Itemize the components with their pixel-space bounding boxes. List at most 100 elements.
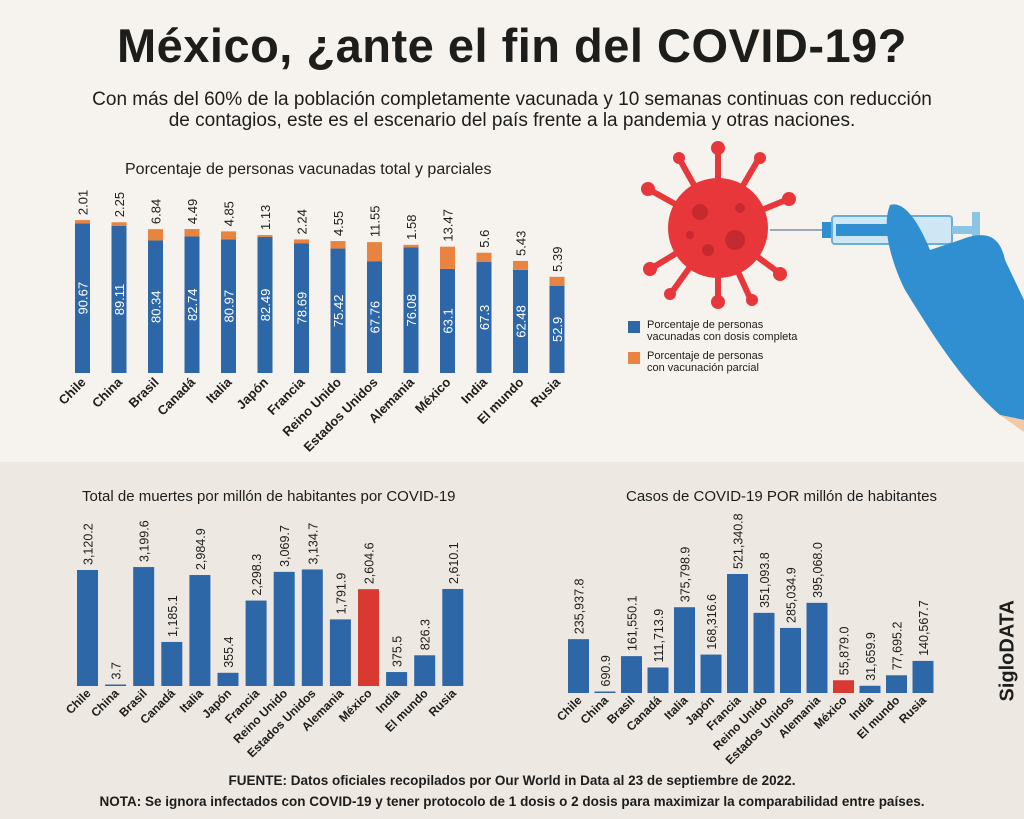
value-label: 2.25 xyxy=(112,192,127,217)
value-label: 3,134.7 xyxy=(306,523,320,565)
virus-icon xyxy=(641,141,796,309)
category-label: México xyxy=(412,374,454,416)
bar-partial xyxy=(367,242,382,262)
value-label: 140,567.7 xyxy=(917,600,931,656)
value-label: 2.24 xyxy=(295,209,310,234)
bar xyxy=(780,627,801,693)
chart-title-deaths: Total de muertes por millón de habitante… xyxy=(82,488,456,505)
bottom-panel xyxy=(0,462,1024,819)
value-label: 63.1 xyxy=(441,308,456,333)
value-label: 161,550.1 xyxy=(626,595,640,651)
bar xyxy=(753,612,775,693)
value-label: 82.49 xyxy=(258,289,273,322)
value-label: 78.69 xyxy=(295,292,310,325)
value-label: 375.5 xyxy=(391,636,405,667)
bar xyxy=(161,641,183,686)
page-subtitle: Con más del 60% de la población completa… xyxy=(92,89,932,131)
footer-note: NOTA: Se ignora infectados con COVID-19 … xyxy=(99,794,925,809)
bar-complete xyxy=(367,261,382,373)
chart-cases: 235,937.8Chile690.9China161,550.1Brasil1… xyxy=(554,513,934,767)
bar-complete xyxy=(184,236,200,373)
bar-complete xyxy=(148,240,163,373)
legend-label: Porcentaje de personas xyxy=(647,319,764,331)
value-label: 52.9 xyxy=(550,317,565,342)
bar-complete xyxy=(221,239,236,373)
bar xyxy=(806,602,828,693)
gloved-hand-icon xyxy=(886,204,1024,432)
chart-title-cases: Casos de COVID-19 POR millón de habitant… xyxy=(626,488,937,505)
bar xyxy=(568,639,589,693)
bar xyxy=(886,675,907,693)
bar xyxy=(189,575,211,686)
bar-complete xyxy=(476,261,492,373)
bar-partial xyxy=(476,252,492,262)
bar-partial xyxy=(184,229,200,237)
value-label: 13.47 xyxy=(441,209,456,242)
bar xyxy=(217,672,239,686)
bar xyxy=(273,571,295,686)
value-label: 62.48 xyxy=(514,305,529,338)
bar-complete xyxy=(513,269,528,373)
chart-deaths: 3,120.2Chile3.7China3,199.6Brasil1,185.1… xyxy=(63,520,464,760)
bar xyxy=(358,589,379,686)
value-label: 6.84 xyxy=(149,199,164,224)
bar xyxy=(386,672,408,686)
bar xyxy=(621,656,642,693)
legend-item-partial: Porcentaje de personas con vacunación par… xyxy=(628,350,763,374)
value-label: 1.13 xyxy=(258,205,273,230)
bar-partial xyxy=(294,239,309,244)
bar xyxy=(329,619,351,686)
bar-complete xyxy=(403,247,419,373)
bar-partial xyxy=(330,241,346,249)
value-label: 2,984.9 xyxy=(194,528,208,570)
value-label: 3,120.2 xyxy=(82,523,96,565)
value-label: 395,068.0 xyxy=(811,542,825,598)
value-label: 521,340.8 xyxy=(732,513,746,569)
legend-item-complete: Porcentaje de personas vacunadas con dosi… xyxy=(628,319,797,343)
bar xyxy=(833,680,854,693)
value-label: 67.3 xyxy=(477,305,492,330)
bar-partial xyxy=(513,260,528,270)
bar-complete xyxy=(294,243,309,373)
chart-title-vaccination: Porcentaje de personas vacunadas total y… xyxy=(125,161,492,178)
value-label: 5.6 xyxy=(477,230,492,248)
value-label: 89.11 xyxy=(112,284,127,316)
legend-label: Porcentaje de personas xyxy=(647,350,764,362)
bar-partial xyxy=(549,276,565,286)
value-label: 375,798.9 xyxy=(679,547,693,603)
value-label: 4.49 xyxy=(185,199,200,224)
bar xyxy=(594,691,616,693)
bar-partial xyxy=(257,235,273,237)
value-label: 2,604.6 xyxy=(363,542,377,584)
value-label: 2.01 xyxy=(76,190,91,215)
value-label: 76.08 xyxy=(404,294,419,327)
bar xyxy=(700,654,722,693)
value-label: 2,298.3 xyxy=(250,554,264,596)
value-label: 3,069.7 xyxy=(278,525,292,567)
legend-swatch-orange xyxy=(628,352,640,364)
category-label: Rusia xyxy=(896,693,929,726)
bar xyxy=(414,655,436,686)
value-label: 11.55 xyxy=(368,206,383,238)
value-label: 90.67 xyxy=(76,282,91,315)
category-label: Rusia xyxy=(426,686,459,719)
syringe-icon xyxy=(770,212,980,248)
bar-complete xyxy=(440,268,455,373)
category-label: Italia xyxy=(203,374,235,406)
category-label: Canadá xyxy=(154,374,198,418)
value-label: 75.42 xyxy=(331,295,346,328)
value-label: 1,185.1 xyxy=(166,595,180,637)
bar-partial xyxy=(148,229,163,241)
bar-complete xyxy=(549,285,565,373)
value-label: 4.55 xyxy=(331,211,346,236)
value-label: 3.7 xyxy=(110,662,124,679)
bar-partial xyxy=(75,220,90,224)
category-label: China xyxy=(88,686,122,720)
value-label: 235,937.8 xyxy=(573,578,587,634)
category-label: Rusia xyxy=(527,374,563,410)
bar xyxy=(674,607,695,693)
bar xyxy=(912,660,934,693)
bar xyxy=(859,685,881,693)
bar xyxy=(301,569,323,686)
